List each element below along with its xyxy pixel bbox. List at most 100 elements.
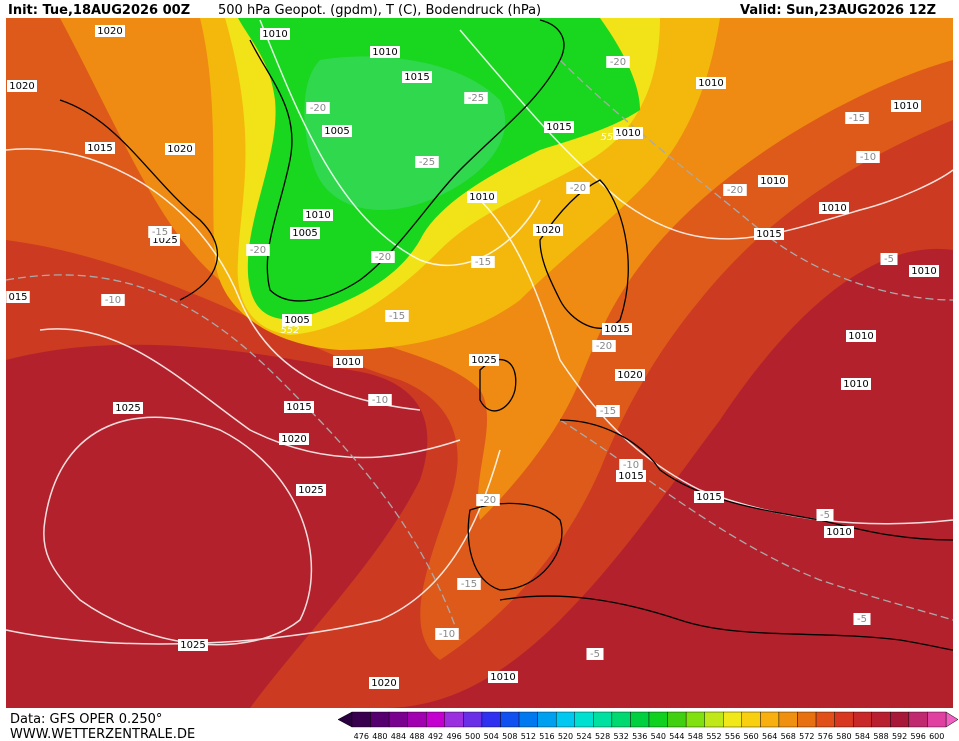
label-box	[369, 677, 399, 689]
colorbar-swatch	[667, 711, 687, 728]
pressure-label: 1020	[617, 370, 642, 381]
label-box	[7, 80, 37, 92]
label-box	[178, 639, 208, 651]
colorbar-label: 600	[929, 732, 944, 741]
label-box	[696, 77, 726, 89]
pressure-label: 1010	[821, 203, 846, 214]
pressure-label: 552	[280, 325, 299, 336]
pressure-label: 1010	[335, 357, 360, 368]
label-box	[566, 182, 590, 194]
colorbar-label: 588	[873, 732, 888, 741]
pressure-label: 1020	[97, 26, 122, 37]
colorbar-label: 548	[688, 732, 703, 741]
colorbar-swatch	[481, 711, 501, 728]
colorbar-swatch	[760, 711, 780, 728]
pressure-label: 1025	[471, 355, 496, 366]
label-box	[371, 251, 395, 263]
label-box	[6, 291, 30, 303]
pressure-label: 1015	[618, 471, 643, 482]
label-box	[246, 244, 270, 256]
colorbar-label: 488	[409, 732, 424, 741]
colorbar-swatch	[908, 711, 928, 728]
label-box	[891, 100, 921, 112]
pressure-label: 1010	[893, 101, 918, 112]
temperature-label: -15	[461, 579, 477, 590]
label-box	[596, 405, 620, 417]
field-green-core	[304, 56, 506, 210]
label-box	[303, 209, 333, 221]
colorbar-swatch	[537, 711, 557, 728]
label-box	[282, 314, 312, 326]
colorbar-label: 596	[911, 732, 926, 741]
label-box	[370, 46, 400, 58]
pressure-label: 1020	[9, 81, 34, 92]
map-labels: 1020 1010101010151020-201005-251015101055…	[6, 25, 939, 689]
site-text: WWW.WETTERZENTRALE.DE	[10, 727, 195, 741]
pressure-label: 1025	[298, 485, 323, 496]
colorbar-swatch	[574, 711, 594, 728]
label-box	[467, 191, 497, 203]
label-box	[464, 92, 488, 104]
temperature-label: -10	[105, 295, 121, 306]
europe-coast	[559, 419, 954, 541]
colorbar-label: 524	[576, 732, 591, 741]
pressure-label: 1015	[404, 72, 429, 83]
label-box	[841, 378, 871, 390]
label-box	[586, 648, 604, 660]
colorbar-label: 564	[762, 732, 777, 741]
colorbar: 476 480 484 488 492 496 500 504 508 512 516 520 524 5…	[337, 711, 959, 741]
label-box	[819, 202, 849, 214]
label-box	[469, 354, 499, 366]
colorbar-swatch	[890, 711, 910, 728]
pressure-label: 1010	[372, 47, 397, 58]
temperature-label: -15	[152, 227, 168, 238]
colorbar-swatch	[778, 711, 798, 728]
isobar	[5, 449, 501, 645]
colorbar-label: 504	[484, 732, 499, 741]
temperature-label: -15	[849, 113, 865, 124]
colorbar-label: 484	[391, 732, 406, 741]
isobar	[259, 19, 541, 266]
pressure-label: 1020	[281, 434, 306, 445]
colorbar-label: 576	[818, 732, 833, 741]
temperature-label: -20	[250, 245, 266, 256]
label-box	[165, 143, 195, 155]
label-box	[415, 156, 439, 168]
label-box	[909, 265, 939, 277]
colorbar-label: 536	[632, 732, 647, 741]
temperature-label: -10	[439, 629, 455, 640]
pressure-label: 1010	[469, 192, 494, 203]
pressure-label: 1015	[87, 143, 112, 154]
colorbar-label: 508	[502, 732, 517, 741]
pressure-label: 1005	[284, 315, 309, 326]
colorbar-label: 500	[465, 732, 480, 741]
iberia-coast	[467, 502, 563, 591]
label-box	[476, 494, 500, 506]
label-box	[613, 127, 643, 139]
colorbar-swatch	[797, 711, 817, 728]
pressure-label: 1020	[167, 144, 192, 155]
pressure-label: 1005	[324, 126, 349, 137]
label-box	[284, 401, 314, 413]
label-box	[333, 356, 363, 368]
label-box	[113, 402, 143, 414]
isobar	[43, 416, 313, 646]
colorbar-swatch	[444, 711, 464, 728]
pressure-label: 1015	[696, 492, 721, 503]
colorbar-label: 516	[539, 732, 554, 741]
temperature-label: -20	[596, 341, 612, 352]
colorbar-swatch	[388, 711, 408, 728]
colorbar-swatch	[426, 711, 446, 728]
pressure-label: 1005	[292, 228, 317, 239]
colorbar-swatch	[555, 711, 575, 728]
label-box	[148, 226, 172, 238]
temperature-label: -15	[389, 311, 405, 322]
label-box	[260, 28, 290, 40]
colorbar-swatch	[500, 711, 520, 728]
temperature-label: -15	[600, 406, 616, 417]
temperature-label: -5	[857, 614, 867, 625]
temperature-label: -20	[610, 57, 626, 68]
temperature-label: -20	[570, 183, 586, 194]
init-text: Init: Tue,18AUG2026 00Z	[8, 3, 190, 18]
temperature-label: -20	[310, 103, 326, 114]
